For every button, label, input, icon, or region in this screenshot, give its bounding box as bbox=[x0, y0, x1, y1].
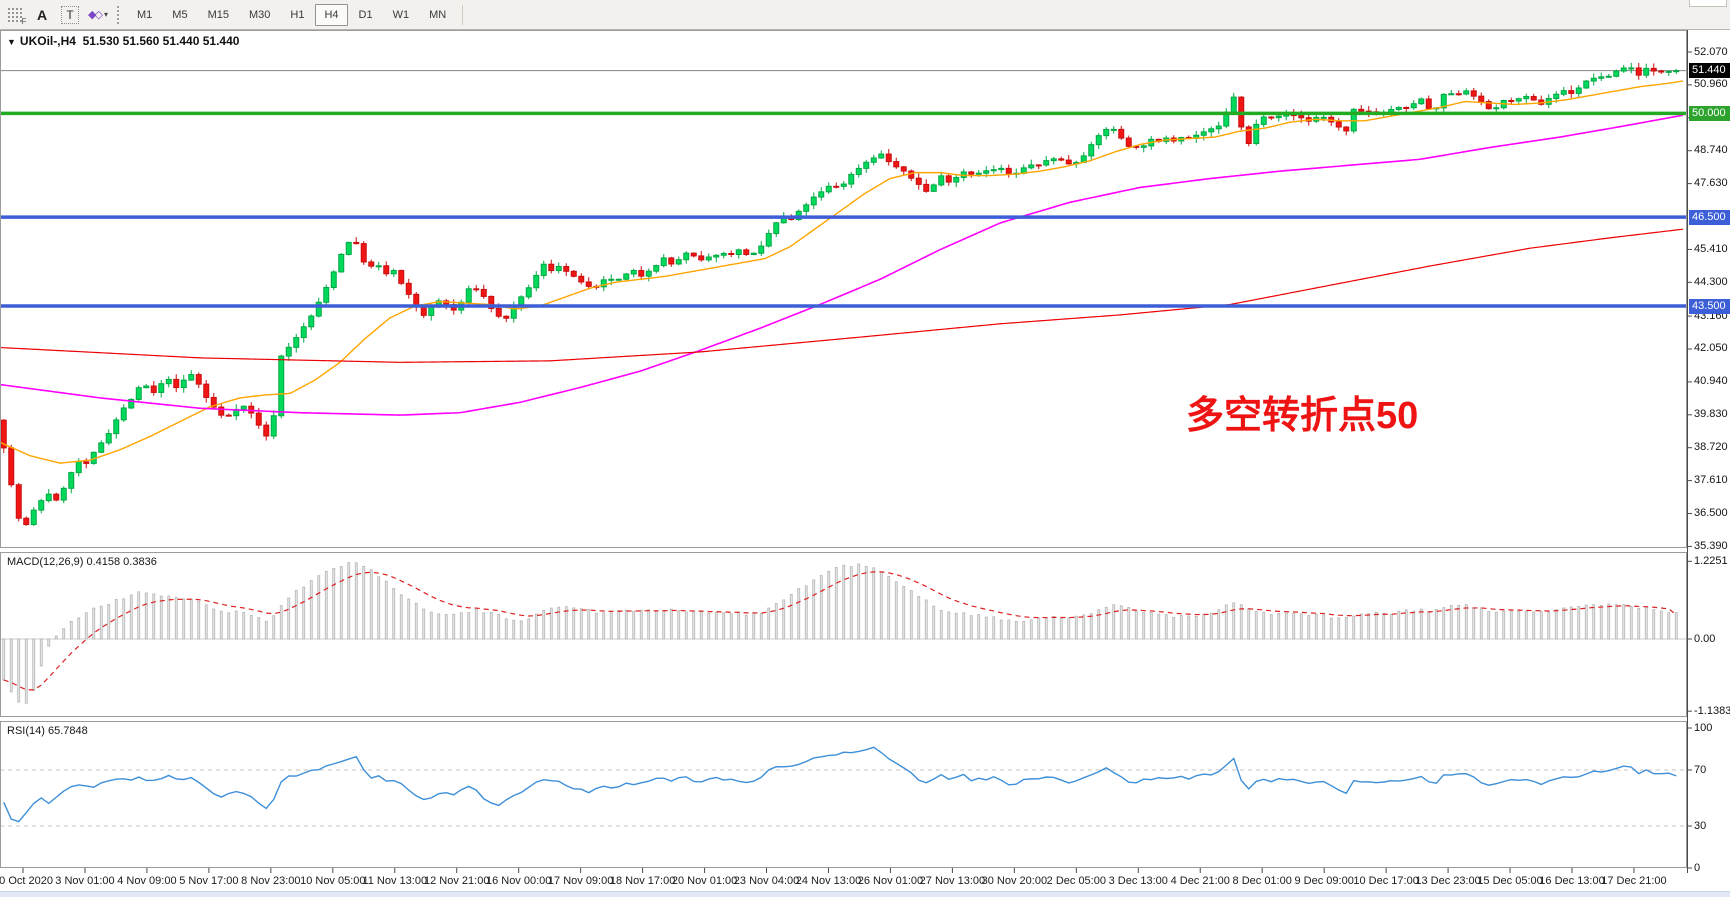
toolbar-drag-handle[interactable] bbox=[116, 4, 121, 25]
time-tick-label: 30 Nov 20:00 bbox=[981, 875, 1048, 887]
time-tick-label: 17 Dec 21:00 bbox=[1601, 875, 1667, 887]
time-tick-label: 11 Nov 13:00 bbox=[362, 875, 428, 887]
chart-title: ▼ UKOil-,H4 51.530 51.560 51.440 51.440 bbox=[7, 34, 239, 48]
price-tick-label: 42.050 bbox=[1694, 342, 1728, 355]
rsi-axis-label: 0 bbox=[1694, 861, 1701, 874]
bottom-strip bbox=[0, 891, 1730, 897]
price-tick-label: 52.070 bbox=[1694, 45, 1728, 58]
time-tick-label: 20 Nov 01:00 bbox=[671, 875, 738, 887]
rsi-axis-label: 100 bbox=[1694, 721, 1713, 734]
macd-axis-label: 1.2251 bbox=[1694, 554, 1728, 567]
time-tick-label: 17 Nov 09:00 bbox=[547, 875, 614, 887]
main-price-panel bbox=[1, 62, 1686, 527]
time-tick-label: 12 Nov 21:00 bbox=[424, 875, 490, 887]
macd-axis-label: -1.1383 bbox=[1694, 704, 1730, 717]
time-tick-label: 2 Dec 05:00 bbox=[1046, 875, 1106, 887]
time-tick-label: 5 Nov 17:00 bbox=[179, 875, 239, 887]
tf-button-m1[interactable]: M1 bbox=[137, 8, 153, 21]
price-tick-label: 40.940 bbox=[1694, 375, 1728, 388]
tf-button-m15[interactable]: M15 bbox=[207, 8, 229, 21]
time-tick-label: 3 Dec 13:00 bbox=[1108, 875, 1168, 887]
time-tick-label: 8 Dec 01:00 bbox=[1232, 875, 1292, 887]
dotted-grid-icon[interactable]: F bbox=[2, 4, 27, 26]
time-tick-label: 10 Nov 05:00 bbox=[300, 875, 366, 887]
toolbar: F A T ◆◇ ▾ M1 M5 M15 M30 H1 H4 D1 W1 MN bbox=[0, 0, 1730, 30]
time-tick-label: 26 Nov 01:00 bbox=[857, 875, 924, 887]
price-tick-label: 47.630 bbox=[1694, 177, 1728, 190]
time-tick-label: 30 Oct 2020 bbox=[0, 875, 53, 887]
toolbar-separator bbox=[462, 4, 464, 25]
rsi-line bbox=[3, 746, 1677, 823]
time-tick-label: 24 Nov 13:00 bbox=[795, 875, 862, 887]
text-label-tool-button[interactable]: T bbox=[58, 4, 82, 26]
ma-slow-red bbox=[1, 228, 1684, 363]
ma-mid-magenta bbox=[1, 114, 1684, 416]
colors-icon: ◆◇ bbox=[88, 9, 103, 21]
time-tick-label: 27 Nov 13:00 bbox=[919, 875, 986, 887]
time-tick-label: 3 Nov 01:00 bbox=[55, 875, 115, 887]
macd-axis-label: 0.00 bbox=[1694, 632, 1716, 645]
tf-button-h1[interactable]: H1 bbox=[290, 8, 305, 21]
price-tick-label: 38.720 bbox=[1694, 441, 1728, 454]
macd-panel bbox=[1, 562, 1686, 704]
time-tick-label: 13 Dec 23:00 bbox=[1415, 875, 1481, 887]
toolbar-fragment bbox=[1689, 0, 1727, 7]
tf-button-w1[interactable]: W1 bbox=[392, 8, 410, 21]
rsi-axis-label: 30 bbox=[1694, 819, 1707, 832]
tf-button-m5[interactable]: M5 bbox=[172, 8, 188, 21]
time-tick-label: 8 Nov 23:00 bbox=[241, 875, 301, 887]
tf-button-h4-active[interactable]: H4 bbox=[315, 3, 348, 26]
time-tick-label: 9 Dec 09:00 bbox=[1294, 875, 1354, 887]
tf-button-mn[interactable]: MN bbox=[429, 8, 447, 21]
price-tick-label: 35.390 bbox=[1694, 539, 1728, 552]
time-tick-label: 16 Dec 13:00 bbox=[1539, 875, 1605, 887]
chevron-down-icon: ▾ bbox=[103, 10, 108, 19]
colors-tool-button[interactable]: ◆◇ ▾ bbox=[86, 4, 110, 26]
rsi-indicator-label: RSI(14) 65.7848 bbox=[7, 725, 88, 737]
price-tick-label: 48.740 bbox=[1694, 144, 1728, 157]
time-tick-label: 16 Nov 00:00 bbox=[485, 875, 552, 887]
time-tick-label: 15 Dec 05:00 bbox=[1477, 875, 1543, 887]
price-tick-label: 37.610 bbox=[1694, 474, 1728, 487]
macd-signal-line bbox=[3, 571, 1677, 691]
price-tick-label: 39.830 bbox=[1694, 408, 1728, 421]
time-tick-label: 4 Dec 21:00 bbox=[1170, 875, 1230, 887]
tf-button-m30[interactable]: M30 bbox=[248, 8, 271, 21]
macd-indicator-label: MACD(12,26,9) 0.4158 0.3836 bbox=[7, 556, 157, 568]
time-tick-label: 23 Nov 04:00 bbox=[733, 875, 800, 887]
price-badge-46.500: 46.500 bbox=[1689, 209, 1730, 225]
price-badge-51.440: 51.440 bbox=[1689, 63, 1730, 79]
price-tick-label: 44.300 bbox=[1694, 275, 1728, 288]
chevron-down-icon[interactable]: ▼ bbox=[7, 37, 16, 47]
tf-button-d1[interactable]: D1 bbox=[358, 8, 373, 21]
price-tick-label: 50.960 bbox=[1694, 78, 1728, 91]
price-badge-50.000: 50.000 bbox=[1689, 105, 1730, 121]
time-tick-label: 10 Dec 17:00 bbox=[1353, 875, 1419, 887]
ohlc-values: 51.530 51.560 51.440 51.440 bbox=[82, 34, 240, 48]
rsi-axis-label: 70 bbox=[1694, 763, 1707, 776]
annotation-text[interactable]: 多空转折点50 bbox=[1186, 395, 1419, 437]
rsi-panel bbox=[1, 746, 1686, 827]
symbol-period-label: UKOil-,H4 bbox=[19, 34, 76, 48]
price-tick-label: 36.500 bbox=[1694, 506, 1728, 519]
time-tick-label: 18 Nov 17:00 bbox=[609, 875, 676, 887]
price-tick-label: 45.410 bbox=[1694, 242, 1728, 255]
price-badge-43.500: 43.500 bbox=[1689, 298, 1730, 314]
time-tick-label: 4 Nov 09:00 bbox=[117, 875, 177, 887]
font-tool-button[interactable]: A bbox=[36, 6, 48, 23]
